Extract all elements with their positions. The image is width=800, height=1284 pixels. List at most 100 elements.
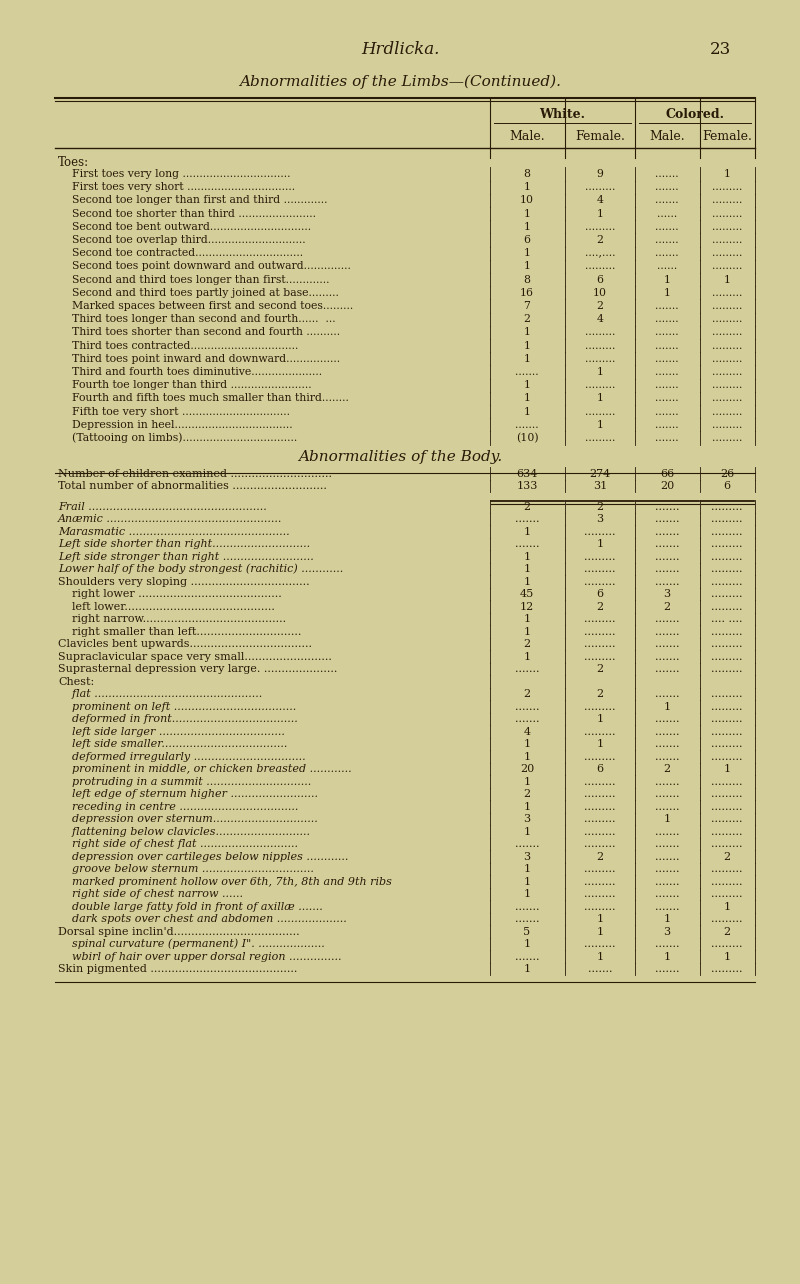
Text: 3: 3 [663,589,670,600]
Text: .......: ....... [654,564,679,574]
Text: .......: ....... [654,552,679,561]
Text: 1: 1 [597,714,603,724]
Text: .......: ....... [654,827,679,837]
Text: 1: 1 [523,652,530,661]
Text: .......: ....... [514,914,539,924]
Text: First toes very long ................................: First toes very long ...................… [58,169,290,178]
Text: .........: ......... [711,777,742,787]
Text: .......: ....... [654,964,679,975]
Text: 2: 2 [723,851,730,862]
Text: 4: 4 [597,195,603,205]
Text: Second toes point downward and outward..............: Second toes point downward and outward..… [58,262,351,271]
Text: 274: 274 [590,469,610,479]
Text: .......: ....... [654,840,679,849]
Text: .........: ......... [584,577,616,587]
Text: .........: ......... [712,327,742,338]
Text: 1: 1 [597,951,603,962]
Text: .........: ......... [712,208,742,218]
Text: .......: ....... [654,801,679,811]
Text: .........: ......... [584,814,616,824]
Text: 2: 2 [523,690,530,700]
Text: .........: ......... [584,939,616,949]
Text: .........: ......... [584,777,616,787]
Text: .......: ....... [655,433,679,443]
Text: .........: ......... [712,300,742,311]
Text: .........: ......... [711,790,742,799]
Text: .......: ....... [654,777,679,787]
Text: .........: ......... [711,864,742,874]
Text: 16: 16 [520,288,534,298]
Text: .......: ....... [514,664,539,674]
Text: 66: 66 [660,469,674,479]
Text: right smaller than left..............................: right smaller than left.................… [58,627,302,637]
Text: 3: 3 [597,514,603,524]
Text: .........: ......... [711,727,742,737]
Text: Supraclavicular space very small.........................: Supraclavicular space very small........… [58,652,332,661]
Text: Second and third toes partly joined at base.........: Second and third toes partly joined at b… [58,288,339,298]
Text: .......: ....... [588,964,612,975]
Text: 1: 1 [523,964,530,975]
Text: .........: ......... [584,801,616,811]
Text: .........: ......... [711,801,742,811]
Text: .......: ....... [654,627,679,637]
Text: marked prominent hollow over 6th, 7th, 8th and 9th ribs: marked prominent hollow over 6th, 7th, 8… [58,877,392,887]
Text: .........: ......... [711,627,742,637]
Text: .........: ......... [712,420,742,430]
Text: Colored.: Colored. [666,108,725,121]
Text: 1: 1 [523,564,530,574]
Text: .........: ......... [585,407,615,416]
Text: .......: ....... [514,714,539,724]
Text: .........: ......... [585,222,615,232]
Text: 5: 5 [523,927,530,937]
Text: .........: ......... [584,751,616,761]
Text: .........: ......... [711,939,742,949]
Text: .........: ......... [711,577,742,587]
Text: .......: ....... [655,420,679,430]
Text: 1: 1 [723,901,730,912]
Text: .........: ......... [712,262,742,271]
Text: depression over cartileges below nipples ............: depression over cartileges below nipples… [58,851,348,862]
Text: .........: ......... [712,248,742,258]
Text: Second toe overlap third.............................: Second toe overlap third................… [58,235,306,245]
Text: 1: 1 [597,927,603,937]
Text: Clavicles bent upwards...................................: Clavicles bent upwards..................… [58,639,312,650]
Text: .......: ....... [654,864,679,874]
Text: .........: ......... [711,589,742,600]
Text: 1: 1 [523,740,530,749]
Text: .......: ....... [515,420,539,430]
Text: .........: ......... [712,380,742,390]
Text: .......: ....... [655,300,679,311]
Text: .........: ......... [711,690,742,700]
Text: 4: 4 [597,315,603,324]
Text: ....,....: ....,.... [585,248,615,258]
Text: .........: ......... [584,877,616,887]
Text: .........: ......... [585,380,615,390]
Text: 133: 133 [516,482,538,492]
Text: 1: 1 [597,393,603,403]
Text: .........: ......... [584,701,616,711]
Text: White.: White. [539,108,586,121]
Text: .........: ......... [584,727,616,737]
Text: 1: 1 [523,614,530,624]
Text: 26: 26 [720,469,734,479]
Text: 1: 1 [523,751,530,761]
Text: Shoulders very sloping ..................................: Shoulders very sloping .................… [58,577,310,587]
Text: .......: ....... [654,877,679,887]
Text: .......: ....... [655,195,679,205]
Text: protruding in a summit ..............................: protruding in a summit .................… [58,777,311,787]
Text: 6: 6 [597,275,603,285]
Text: 1: 1 [523,801,530,811]
Text: .... ....: .... .... [711,614,742,624]
Text: 3: 3 [523,814,530,824]
Text: .........: ......... [712,367,742,377]
Text: Male.: Male. [649,131,685,144]
Text: .........: ......... [711,814,742,824]
Text: Marasmatic ..............................................: Marasmatic .............................… [58,526,290,537]
Text: 1: 1 [523,552,530,561]
Text: 2: 2 [597,602,603,611]
Text: .......: ....... [655,367,679,377]
Text: .........: ......... [711,964,742,975]
Text: 20: 20 [660,482,674,492]
Text: .......: ....... [514,951,539,962]
Text: (Tattooing on limbs)..................................: (Tattooing on limbs)....................… [58,433,298,443]
